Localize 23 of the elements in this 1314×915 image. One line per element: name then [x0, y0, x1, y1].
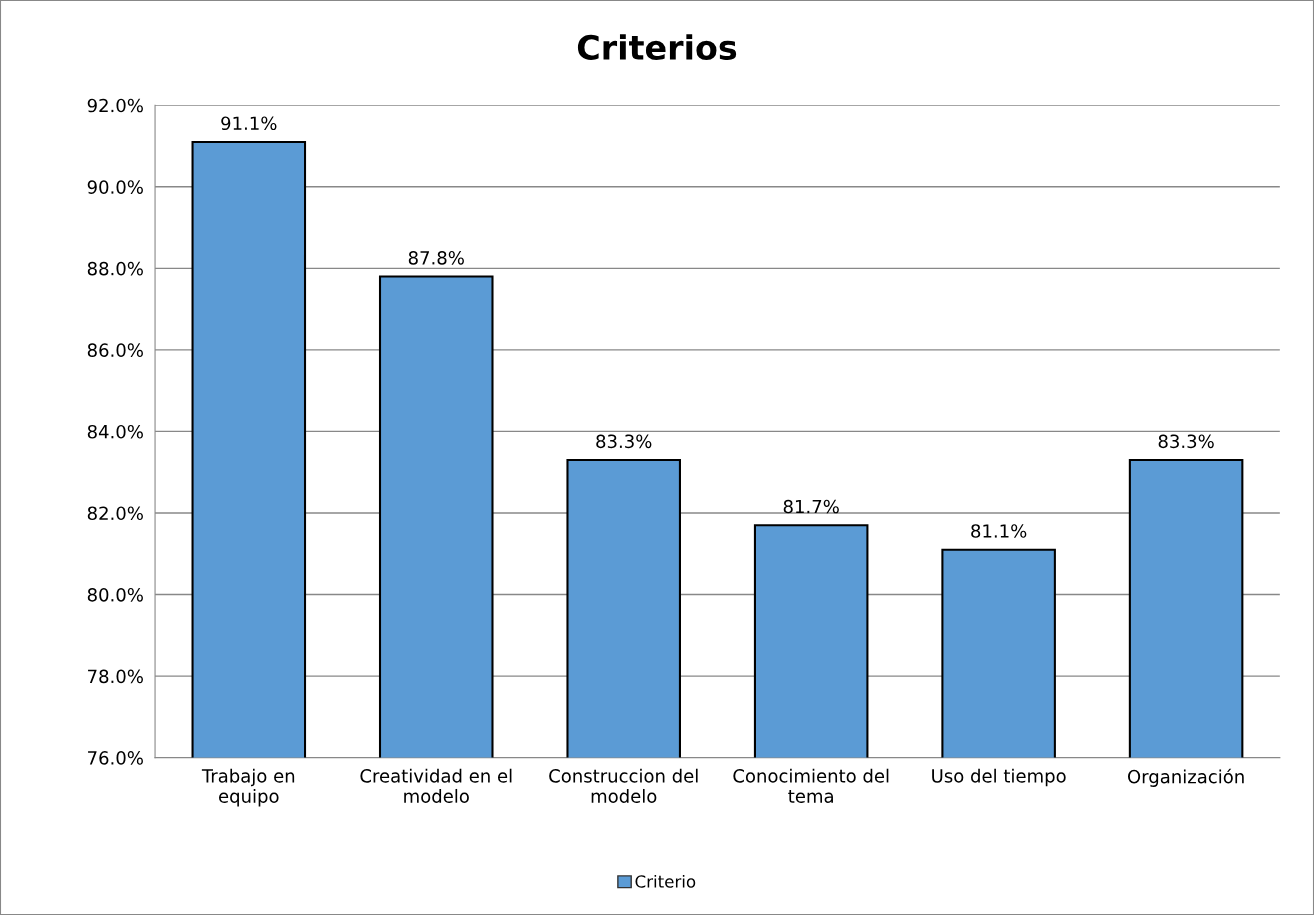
data-label: 91.1% — [221, 116, 277, 131]
x-tick-label: Conocimiento del tema — [733, 768, 889, 803]
y-tick-label: 92.0% — [87, 98, 143, 113]
y-tick-label: 88.0% — [87, 261, 143, 276]
x-tick-label: Creatividad en el modelo — [360, 768, 512, 803]
x-tick-label: Organización — [1127, 768, 1244, 787]
y-tick-label: 90.0% — [87, 180, 143, 194]
data-label: 81.1% — [971, 524, 1027, 538]
data-label: 87.8% — [408, 250, 464, 265]
y-tick-label: 82.0% — [87, 506, 143, 521]
y-tick-label: 76.0% — [88, 751, 143, 765]
data-label: 81.7% — [783, 499, 839, 514]
y-tick-label: 80.0% — [87, 587, 143, 602]
data-label: 83.3% — [596, 434, 652, 449]
y-tick-label: 84.0% — [87, 424, 143, 439]
x-tick-label: Uso del tiempo — [932, 768, 1066, 787]
y-tick-label: 78.0% — [88, 669, 143, 684]
y-tick-label: 86.0% — [87, 343, 143, 357]
x-tick-label: Trabajo en equipo — [201, 768, 295, 807]
data-label: 83.3% — [1158, 434, 1214, 449]
x-tick-label: Construccion del modelo — [549, 768, 698, 803]
legend-label: Criterio — [635, 874, 696, 888]
chart-title: Criterios — [577, 34, 737, 60]
